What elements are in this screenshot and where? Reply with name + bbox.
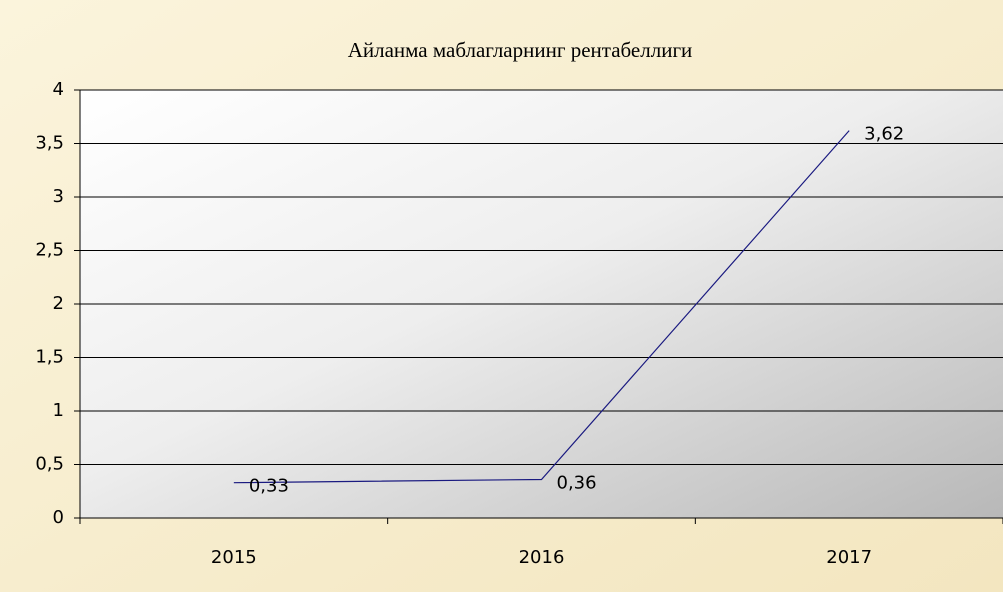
y-tick-label: 4 bbox=[53, 79, 64, 100]
y-tick-label: 3 bbox=[53, 186, 64, 207]
chart-title: Айланма маблагларнинг рентабеллиги bbox=[348, 38, 693, 62]
x-tick-label: 2016 bbox=[519, 547, 565, 568]
y-tick-label: 0 bbox=[53, 507, 64, 528]
x-tick-label: 2017 bbox=[826, 547, 872, 568]
y-tick-label: 1 bbox=[53, 400, 64, 421]
x-tick-label: 2015 bbox=[211, 547, 257, 568]
data-line bbox=[233, 130, 850, 484]
data-label: 0,36 bbox=[557, 472, 597, 493]
data-label: 3,62 bbox=[864, 124, 904, 145]
y-tick-label: 1,5 bbox=[35, 347, 64, 368]
y-tick-label: 0,5 bbox=[35, 454, 64, 475]
y-tick-label: 2 bbox=[53, 293, 64, 314]
data-label: 0,33 bbox=[249, 476, 289, 497]
y-tick-label: 2,5 bbox=[35, 240, 64, 261]
y-tick-label: 3,5 bbox=[35, 133, 64, 154]
